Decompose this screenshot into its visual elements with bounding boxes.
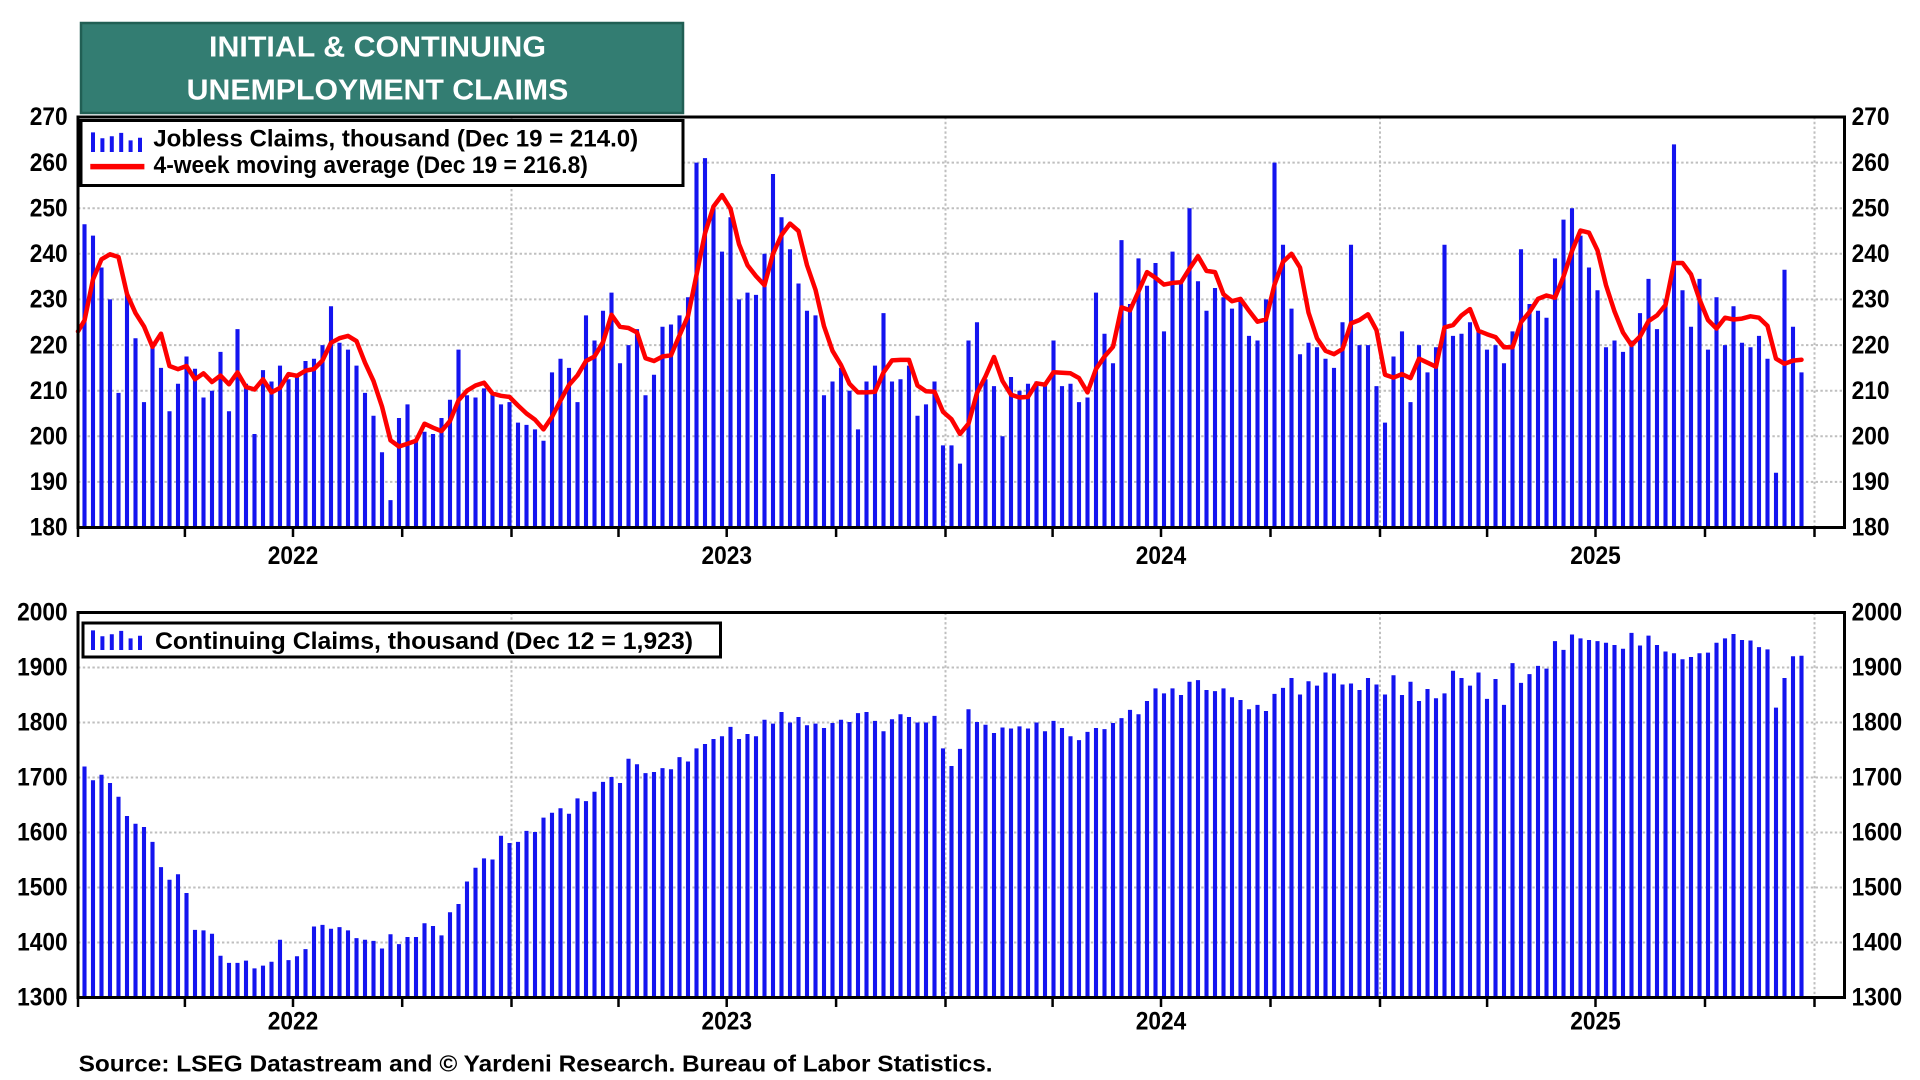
- svg-text:220: 220: [30, 331, 68, 359]
- svg-text:240: 240: [30, 240, 68, 268]
- svg-text:2000: 2000: [1852, 599, 1903, 627]
- svg-text:1500: 1500: [17, 874, 68, 902]
- svg-text:Continuing Claims, thousand (D: Continuing Claims, thousand (Dec 12 = 1,…: [155, 628, 693, 655]
- svg-text:200: 200: [30, 423, 68, 451]
- svg-text:Source: LSEG Datastream and ©: Source: LSEG Datastream and © Yardeni Re…: [79, 1051, 993, 1077]
- svg-text:2025: 2025: [1570, 542, 1621, 570]
- svg-text:1900: 1900: [17, 654, 68, 682]
- svg-text:200: 200: [1852, 423, 1890, 451]
- svg-text:2023: 2023: [701, 1008, 752, 1036]
- svg-text:270: 270: [1852, 103, 1890, 131]
- svg-text:1300: 1300: [1852, 984, 1903, 1012]
- svg-text:1300: 1300: [17, 984, 68, 1012]
- svg-text:250: 250: [30, 194, 68, 222]
- svg-text:180: 180: [30, 514, 68, 542]
- svg-text:UNEMPLOYMENT CLAIMS: UNEMPLOYMENT CLAIMS: [187, 74, 569, 106]
- svg-text:2024: 2024: [1136, 542, 1187, 570]
- svg-text:260: 260: [1852, 149, 1890, 177]
- svg-text:220: 220: [1852, 331, 1890, 359]
- svg-text:INITIAL & CONTINUING: INITIAL & CONTINUING: [209, 31, 546, 63]
- svg-text:2022: 2022: [268, 542, 319, 570]
- svg-text:2022: 2022: [268, 1008, 319, 1036]
- svg-text:230: 230: [1852, 286, 1890, 314]
- svg-text:1400: 1400: [17, 929, 68, 957]
- svg-text:1500: 1500: [1852, 874, 1903, 902]
- svg-text:260: 260: [30, 149, 68, 177]
- svg-text:270: 270: [30, 103, 68, 131]
- svg-text:1700: 1700: [1852, 764, 1903, 792]
- svg-text:240: 240: [1852, 240, 1890, 268]
- svg-text:190: 190: [1852, 468, 1890, 496]
- svg-text:2023: 2023: [701, 542, 752, 570]
- svg-text:210: 210: [1852, 377, 1890, 405]
- svg-text:2024: 2024: [1136, 1008, 1187, 1036]
- svg-text:4-week moving average (Dec 19: 4-week moving average (Dec 19 = 216.8): [154, 152, 588, 179]
- svg-text:190: 190: [30, 468, 68, 496]
- svg-text:1800: 1800: [1852, 709, 1903, 737]
- svg-text:1800: 1800: [17, 709, 68, 737]
- svg-text:1900: 1900: [1852, 654, 1903, 682]
- svg-text:1400: 1400: [1852, 929, 1903, 957]
- svg-text:210: 210: [30, 377, 68, 405]
- svg-text:2025: 2025: [1570, 1008, 1621, 1036]
- svg-text:2000: 2000: [17, 599, 68, 627]
- svg-text:1600: 1600: [17, 819, 68, 847]
- svg-text:1700: 1700: [17, 764, 68, 792]
- svg-text:Jobless Claims, thousand (Dec: Jobless Claims, thousand (Dec 19 = 214.0…: [153, 126, 638, 153]
- svg-text:250: 250: [1852, 194, 1890, 222]
- svg-text:180: 180: [1852, 514, 1890, 542]
- svg-text:1600: 1600: [1852, 819, 1903, 847]
- svg-text:230: 230: [30, 286, 68, 314]
